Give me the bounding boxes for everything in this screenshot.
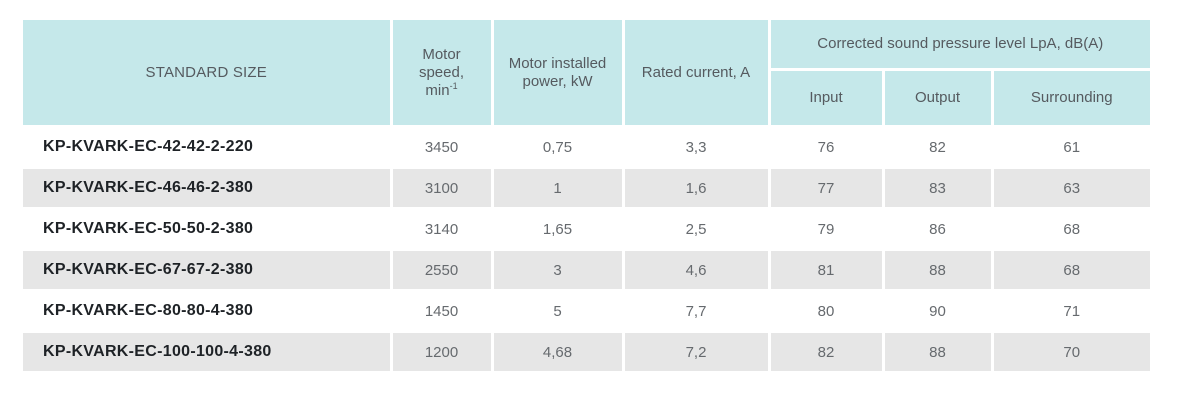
cell-speed: 2550 (391, 249, 494, 292)
cell-input: 80 (769, 290, 885, 333)
header-row-bottom: Input Output Surrounding (23, 69, 1151, 128)
cell-current: 2,5 (623, 208, 771, 251)
header-row-top: STANDARD SIZE Motor speed, min-1 Motor i… (23, 20, 1151, 128)
header-motor-speed-unit-sup: -1 (449, 80, 458, 91)
cell-model: KP-KVARK-EC-100-100-4-380 (23, 331, 393, 374)
cell-input: 81 (769, 249, 885, 292)
header-motor-power: Motor installed power, kW (492, 20, 625, 128)
cell-input: 82 (769, 331, 885, 374)
cell-power: 4,68 (492, 331, 625, 374)
header-motor-speed-line2: speed, (418, 63, 465, 81)
header-rated-current: Rated current, A (623, 20, 771, 128)
header-motor-speed-line1: Motor (422, 45, 461, 63)
cell-speed: 1450 (391, 290, 494, 333)
spec-table-container: STANDARD SIZE Motor speed, min-1 Motor i… (23, 20, 1151, 374)
cell-current: 4,6 (623, 249, 771, 292)
cell-speed: 3100 (391, 167, 494, 210)
cell-surrounding: 63 (992, 167, 1151, 210)
cell-input: 76 (769, 126, 885, 169)
cell-output: 86 (883, 208, 994, 251)
cell-current: 1,6 (623, 167, 771, 210)
cell-surrounding: 68 (992, 249, 1151, 292)
cell-input: 79 (769, 208, 885, 251)
cell-speed: 1200 (391, 331, 494, 374)
table-row: KP-KVARK-EC-42-42-2-220 3450 0,75 3,3 76… (23, 126, 1151, 169)
cell-output: 88 (883, 249, 994, 292)
cell-output: 82 (883, 126, 994, 169)
cell-surrounding: 71 (992, 290, 1151, 333)
cell-power: 0,75 (492, 126, 625, 169)
cell-power: 1,65 (492, 208, 625, 251)
cell-current: 7,2 (623, 331, 771, 374)
table-row: KP-KVARK-EC-50-50-2-380 3140 1,65 2,5 79… (23, 208, 1151, 251)
cell-surrounding: 70 (992, 331, 1151, 374)
header-input: Input (769, 69, 885, 128)
table-header: STANDARD SIZE Motor speed, min-1 Motor i… (23, 20, 1151, 128)
cell-speed: 3140 (391, 208, 494, 251)
cell-surrounding: 68 (992, 208, 1151, 251)
cell-model: KP-KVARK-EC-46-46-2-380 (23, 167, 393, 210)
cell-model: KP-KVARK-EC-42-42-2-220 (23, 126, 393, 169)
cell-current: 7,7 (623, 290, 771, 333)
table-row: KP-KVARK-EC-46-46-2-380 3100 1 1,6 77 83… (23, 167, 1151, 210)
cell-current: 3,3 (623, 126, 771, 169)
spec-table: STANDARD SIZE Motor speed, min-1 Motor i… (23, 20, 1151, 374)
cell-output: 90 (883, 290, 994, 333)
header-motor-speed: Motor speed, min-1 (391, 20, 494, 128)
header-output: Output (883, 69, 994, 128)
table-row: KP-KVARK-EC-80-80-4-380 1450 5 7,7 80 90… (23, 290, 1151, 333)
header-standard-size: STANDARD SIZE (23, 20, 393, 128)
header-sound-pressure: Corrected sound pressure level LpA, dB(A… (769, 20, 1151, 71)
cell-input: 77 (769, 167, 885, 210)
cell-model: KP-KVARK-EC-67-67-2-380 (23, 249, 393, 292)
header-surrounding: Surrounding (992, 69, 1151, 128)
cell-output: 88 (883, 331, 994, 374)
cell-surrounding: 61 (992, 126, 1151, 169)
cell-speed: 3450 (391, 126, 494, 169)
cell-output: 83 (883, 167, 994, 210)
cell-power: 5 (492, 290, 625, 333)
table-row: KP-KVARK-EC-100-100-4-380 1200 4,68 7,2 … (23, 331, 1151, 374)
cell-model: KP-KVARK-EC-80-80-4-380 (23, 290, 393, 333)
table-body: KP-KVARK-EC-42-42-2-220 3450 0,75 3,3 76… (23, 126, 1151, 374)
table-row: KP-KVARK-EC-67-67-2-380 2550 3 4,6 81 88… (23, 249, 1151, 292)
header-motor-speed-unit: min (425, 81, 450, 99)
cell-power: 1 (492, 167, 625, 210)
cell-power: 3 (492, 249, 625, 292)
cell-model: KP-KVARK-EC-50-50-2-380 (23, 208, 393, 251)
